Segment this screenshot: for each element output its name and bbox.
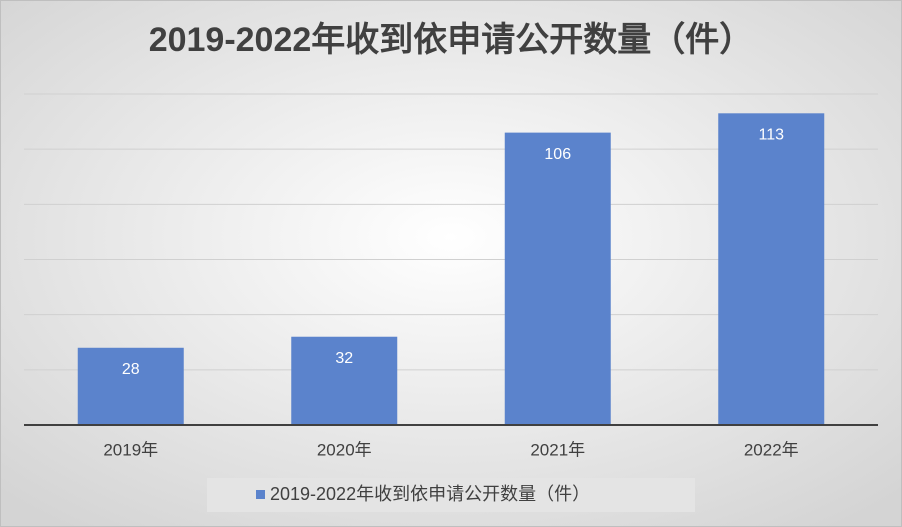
bar bbox=[291, 336, 398, 425]
legend-box bbox=[207, 478, 695, 512]
bar bbox=[77, 347, 184, 425]
data-label: 106 bbox=[544, 146, 571, 163]
x-tick-label: 2019年 bbox=[103, 440, 158, 459]
chart-title: 2019-2022年收到依申请公开数量（件） bbox=[149, 20, 754, 59]
legend-swatch bbox=[256, 490, 265, 499]
x-tick-label: 2020年 bbox=[317, 440, 372, 459]
data-label: 32 bbox=[335, 350, 353, 367]
x-tick-label: 2022年 bbox=[744, 440, 799, 459]
legend-label: 2019-2022年收到依申请公开数量（件） bbox=[270, 484, 590, 504]
x-tick-label: 2021年 bbox=[530, 440, 585, 459]
data-label: 28 bbox=[122, 361, 140, 378]
data-label: 113 bbox=[758, 127, 784, 144]
bar bbox=[504, 132, 611, 425]
bar bbox=[718, 113, 825, 425]
